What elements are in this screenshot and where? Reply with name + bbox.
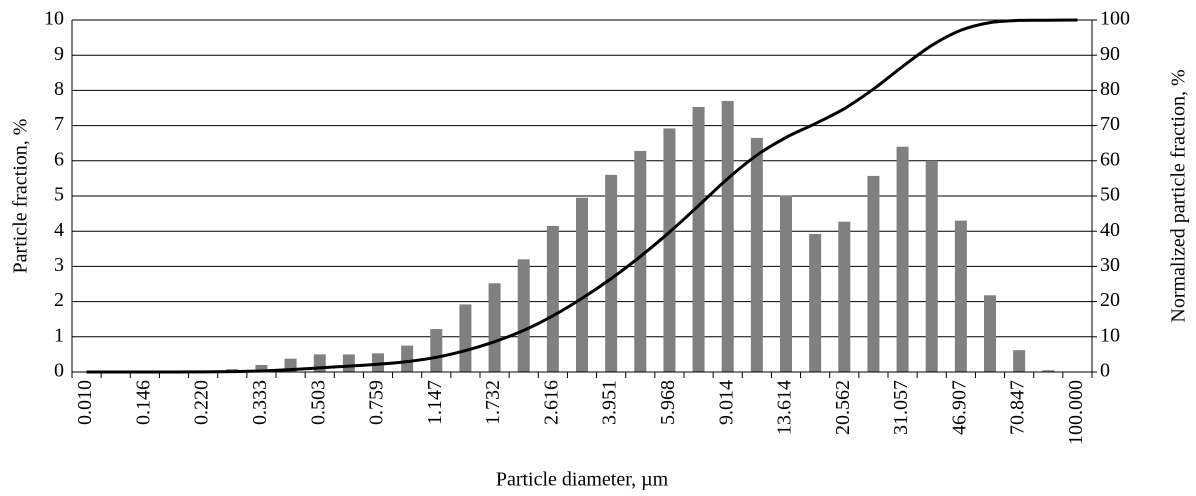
x-tick-label: 20.562 xyxy=(832,380,854,435)
y2-tick-label: 100 xyxy=(1100,8,1130,30)
y2-tick-label: 20 xyxy=(1100,289,1120,311)
x-tick-label: 70.847 xyxy=(1007,380,1029,435)
bar xyxy=(255,364,268,372)
x-tick-label: 0.503 xyxy=(307,380,329,425)
bar xyxy=(663,128,676,372)
y2-tick-label: 50 xyxy=(1100,184,1120,206)
x-tick-label: 2.616 xyxy=(540,380,562,425)
bar xyxy=(721,100,734,373)
y-tick-label: 9 xyxy=(54,43,64,65)
bar xyxy=(459,304,472,372)
bar xyxy=(692,106,705,372)
x-tick-label: 0.146 xyxy=(132,380,154,425)
bar xyxy=(780,195,792,372)
x-tick-label: 1.732 xyxy=(482,380,504,425)
y-tick-label: 6 xyxy=(54,148,64,170)
x-tick-label: 0.220 xyxy=(191,380,213,425)
line xyxy=(86,18,1078,374)
x-tick-label: 5.968 xyxy=(657,380,679,425)
y-tick-label: 2 xyxy=(54,289,64,311)
x-tick-label: 0.333 xyxy=(249,380,271,425)
y-tick-label: 0 xyxy=(54,360,64,382)
bar xyxy=(838,221,851,372)
y2-tick-label: 60 xyxy=(1100,148,1120,170)
bar xyxy=(750,137,763,372)
y2-tick-label: 70 xyxy=(1100,113,1120,135)
x-tick-label: 3.951 xyxy=(599,380,621,425)
y-tick-label: 1 xyxy=(54,324,64,346)
y-tick-label: 5 xyxy=(54,184,64,206)
bar xyxy=(1013,350,1026,372)
y2-tick-label: 30 xyxy=(1100,254,1120,276)
y-tick-label: 10 xyxy=(44,8,64,30)
x-tick-label: 9.014 xyxy=(715,380,737,425)
bar xyxy=(546,225,559,372)
bar xyxy=(1042,370,1055,372)
y2-tick-label: 10 xyxy=(1100,324,1120,346)
bar xyxy=(488,283,501,372)
y-tick-label: 3 xyxy=(54,254,64,276)
bar xyxy=(605,174,618,372)
bar xyxy=(372,353,384,372)
y-tick-label: 8 xyxy=(54,78,64,100)
bar xyxy=(342,354,355,372)
x-tick-label: 0.010 xyxy=(74,380,96,425)
bar xyxy=(430,329,443,372)
x-tick-label: 31.057 xyxy=(890,380,912,435)
bar xyxy=(576,197,588,372)
x-tick-label: 100.000 xyxy=(1065,380,1087,445)
x-tick-label: 0.759 xyxy=(366,380,388,425)
y-axis-title: Particle fraction, % xyxy=(10,119,32,274)
bar xyxy=(984,295,996,372)
bar xyxy=(954,220,967,372)
x-axis-title: Particle diameter, µm xyxy=(496,469,669,491)
y2-tick-label: 80 xyxy=(1100,78,1120,100)
bar xyxy=(634,150,647,372)
y2-tick-label: 90 xyxy=(1100,43,1120,65)
y2-tick-label: 0 xyxy=(1100,360,1110,382)
bar xyxy=(517,259,530,372)
y2-tick-label: 40 xyxy=(1100,219,1120,241)
bar xyxy=(809,234,822,372)
y2-axis-title: Normalized particle fraction, % xyxy=(1168,69,1190,322)
x-tick-label: 46.907 xyxy=(948,380,970,435)
y-tick-label: 7 xyxy=(54,113,64,135)
bar xyxy=(925,160,938,372)
x-tick-label: 1.147 xyxy=(424,380,446,425)
bar xyxy=(896,146,909,372)
y-tick-label: 4 xyxy=(54,219,64,241)
x-tick-label: 13.614 xyxy=(774,380,796,435)
bar xyxy=(867,175,880,372)
bar xyxy=(401,345,414,372)
